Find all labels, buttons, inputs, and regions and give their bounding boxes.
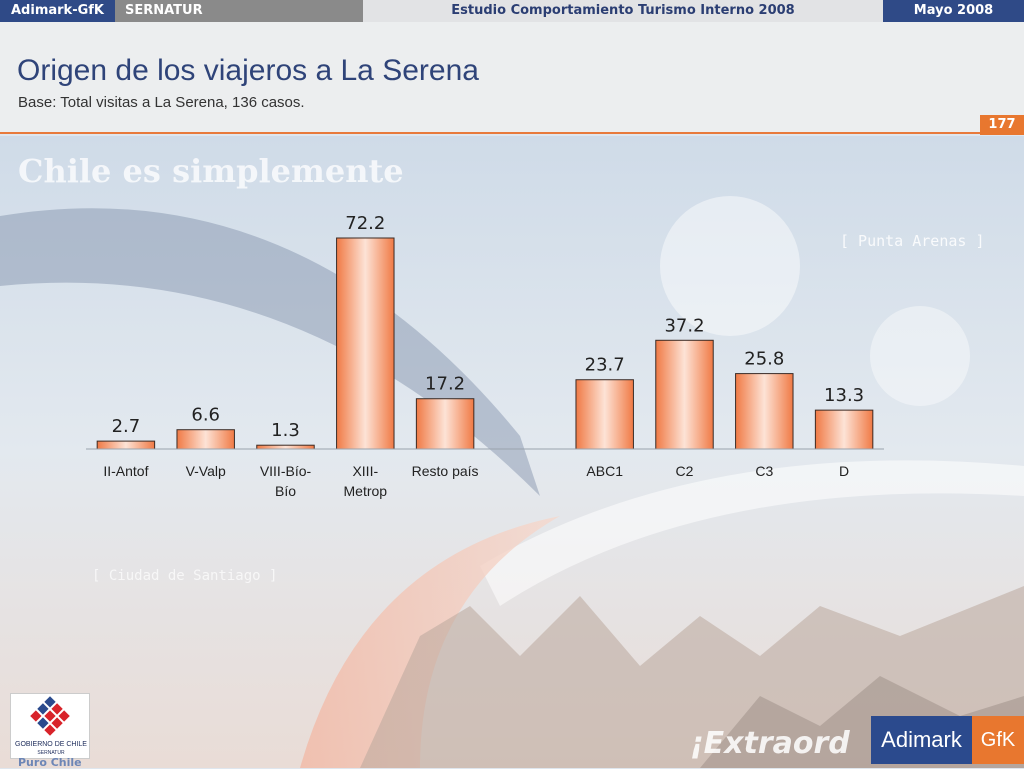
- gfk-logo-text: GfK: [972, 716, 1024, 764]
- x-tick-label: II-Antof: [103, 463, 148, 479]
- brand-label: Adimark-GfK: [0, 0, 115, 22]
- x-tick-label: Resto país: [412, 463, 479, 479]
- x-tick-label: D: [839, 463, 849, 479]
- background-label-punta-arenas: [ Punta Arenas ]: [840, 232, 985, 250]
- background-label-santiago: [ Ciudad de Santiago ]: [92, 568, 278, 584]
- x-tick-label: XIII-: [352, 463, 378, 479]
- bar-value-label: 72.2: [345, 213, 385, 234]
- title-panel: Origen de los viajeros a La Serena Base:…: [0, 22, 1024, 134]
- bar-value-label: 23.7: [585, 355, 625, 376]
- bar: [415, 398, 475, 450]
- bar: [575, 379, 634, 450]
- bar: [814, 409, 874, 450]
- top-bar: Adimark-GfK SERNATUR Estudio Comportamie…: [0, 0, 1024, 22]
- adimark-gfk-logo: Adimark GfK: [871, 716, 1024, 764]
- bar-value-label: 6.6: [191, 405, 220, 426]
- page-number: 177: [980, 115, 1024, 135]
- bar-value-label: 2.7: [112, 416, 141, 437]
- x-tick-label: Bío: [275, 483, 296, 499]
- study-title: Estudio Comportamiento Turismo Interno 2…: [363, 0, 883, 22]
- chart-value-labels: 2.7 6.6 1.3 72.2 17.2 23.7 37.2 25.8 13.3: [112, 213, 865, 441]
- puro-chile-tagline: Puro Chile: [18, 756, 82, 769]
- bar-value-label: 17.2: [425, 374, 465, 395]
- background-scenery: [0, 136, 1024, 768]
- slide-title: Origen de los viajeros a La Serena: [17, 54, 479, 87]
- slide-subtitle: Base: Total visitas a La Serena, 136 cas…: [18, 94, 305, 111]
- bar: [96, 440, 156, 450]
- gobierno-de-chile-logo: GOBIERNO DE CHILE SERNATUR: [10, 693, 90, 759]
- adimark-logo-text: Adimark: [871, 716, 972, 764]
- bar: [735, 373, 794, 450]
- bar-value-label: 25.8: [744, 349, 784, 370]
- bar: [256, 444, 315, 450]
- bar: [655, 339, 714, 450]
- chart-bars: [96, 237, 874, 450]
- bar-value-label: 13.3: [824, 385, 864, 406]
- sernatur-text: SERNATUR: [37, 750, 65, 756]
- gobierno-emblem-icon: [30, 696, 70, 736]
- date-label: Mayo 2008: [883, 0, 1024, 22]
- x-tick-label: Metrop: [344, 483, 388, 499]
- chart-tick-labels: II-Antof V-Valp VIII-Bío- Bío XIII- Metrop Res…: [103, 463, 849, 499]
- client-label: SERNATUR: [115, 0, 363, 22]
- bar-chart: 2.7 6.6 1.3 72.2 17.2 23.7 37.2 25.8 13.3 II-Ant…: [86, 213, 884, 499]
- bar: [176, 429, 235, 450]
- x-tick-label: C3: [755, 463, 773, 479]
- background-tagline-top: Chile es simplemente: [18, 152, 404, 190]
- bar-value-label: 37.2: [664, 315, 704, 336]
- bar: [336, 237, 395, 450]
- x-tick-label: C2: [676, 463, 694, 479]
- x-tick-label: VIII-Bío-: [260, 463, 312, 479]
- x-tick-label: V-Valp: [186, 463, 226, 479]
- gobierno-text: GOBIERNO DE CHILE: [15, 741, 87, 748]
- bar-value-label: 1.3: [271, 420, 300, 441]
- x-tick-label: ABC1: [586, 463, 623, 479]
- background-tagline-bottom: ¡Extraord: [690, 726, 850, 761]
